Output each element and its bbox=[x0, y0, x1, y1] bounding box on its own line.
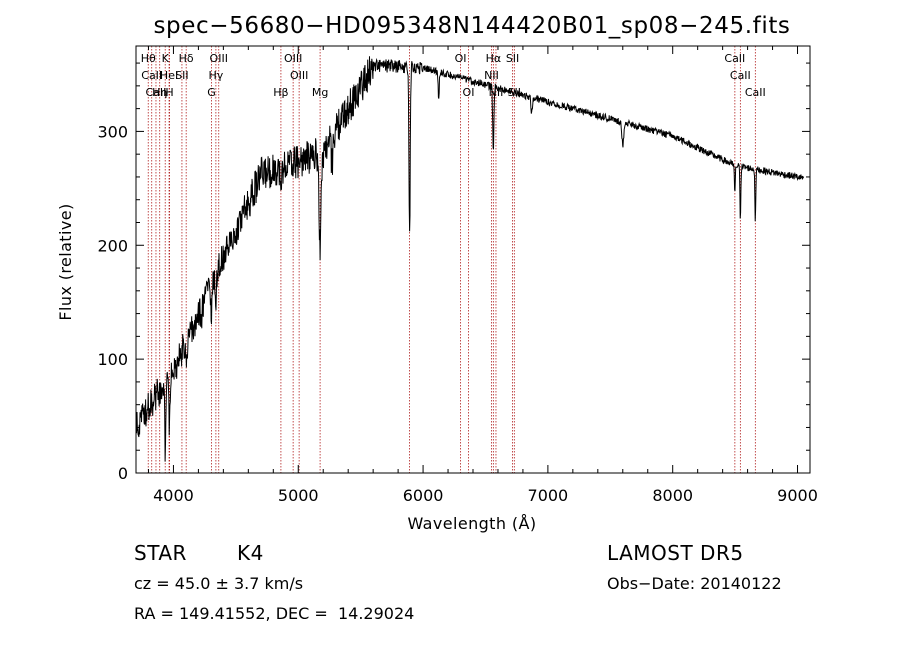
spectral-subclass: K4 bbox=[237, 541, 264, 565]
line-label-10: Hγ bbox=[208, 69, 223, 82]
line-label-14: OIII bbox=[290, 69, 308, 82]
line-label-20: NII bbox=[484, 69, 499, 82]
x-tick-label-3: 7000 bbox=[528, 486, 569, 505]
line-label-21: NII bbox=[489, 86, 504, 99]
y-axis: 0 100 200 300 bbox=[97, 62, 810, 483]
x-tick-label-1: 5000 bbox=[278, 486, 319, 505]
x-tick-label-5: 9000 bbox=[777, 486, 818, 505]
line-label-15: Mg bbox=[312, 86, 328, 99]
y-tick-label-3: 300 bbox=[97, 122, 128, 141]
line-label-0: Hθ bbox=[141, 52, 156, 65]
line-label-8: SII bbox=[175, 69, 188, 82]
spectral-line-markers bbox=[147, 46, 756, 473]
x-tick-label-2: 6000 bbox=[403, 486, 444, 505]
observation-date: Obs−Date: 20140122 bbox=[607, 574, 782, 593]
y-tick-label-2: 200 bbox=[97, 236, 128, 255]
line-label-7: Hδ bbox=[179, 52, 194, 65]
line-label-18: OI bbox=[463, 86, 475, 99]
line-label-6: H bbox=[165, 86, 173, 99]
coordinates: RA = 149.41552, DEC = 14.29024 bbox=[134, 604, 415, 623]
line-label-24: CaII bbox=[724, 52, 745, 65]
line-label-23: SII bbox=[508, 86, 521, 99]
line-label-9: OIII bbox=[210, 52, 228, 65]
line-label-19: Hα bbox=[486, 52, 502, 65]
y-tick-label-1: 100 bbox=[97, 350, 128, 369]
x-axis-label: Wavelength (Å) bbox=[407, 514, 536, 533]
chart-title: spec−56680−HD095348N144420B01_sp08−245.f… bbox=[153, 13, 790, 39]
line-label-4: HeI bbox=[160, 69, 178, 82]
x-tick-label-0: 4000 bbox=[153, 486, 194, 505]
line-label-1: CaII bbox=[141, 69, 162, 82]
line-label-13: OIII bbox=[284, 52, 302, 65]
radial-velocity: cz = 45.0 ± 3.7 km/s bbox=[134, 574, 304, 593]
line-label-25: CaII bbox=[730, 69, 751, 82]
line-label-2: CaII bbox=[146, 86, 167, 99]
x-tick-label-4: 8000 bbox=[652, 486, 693, 505]
object-class: STAR bbox=[134, 541, 187, 565]
line-label-5: Hη bbox=[152, 86, 167, 99]
line-label-12: Hβ bbox=[273, 86, 288, 99]
y-axis-label: Flux (relative) bbox=[56, 203, 75, 320]
y-tick-label-0: 0 bbox=[118, 464, 128, 483]
line-label-22: SII bbox=[506, 52, 519, 65]
spectrum-line bbox=[136, 56, 804, 462]
plot-frame bbox=[135, 45, 811, 474]
survey-name: LAMOST DR5 bbox=[607, 541, 744, 565]
x-axis: 4000 5000 6000 7000 8000 9000 bbox=[147, 46, 818, 505]
line-label-3: K bbox=[162, 52, 170, 65]
line-label-17: OI bbox=[455, 52, 467, 65]
spectrum-series bbox=[136, 56, 804, 462]
line-label-26: CaII bbox=[745, 86, 766, 99]
line-label-11: G bbox=[207, 86, 216, 99]
